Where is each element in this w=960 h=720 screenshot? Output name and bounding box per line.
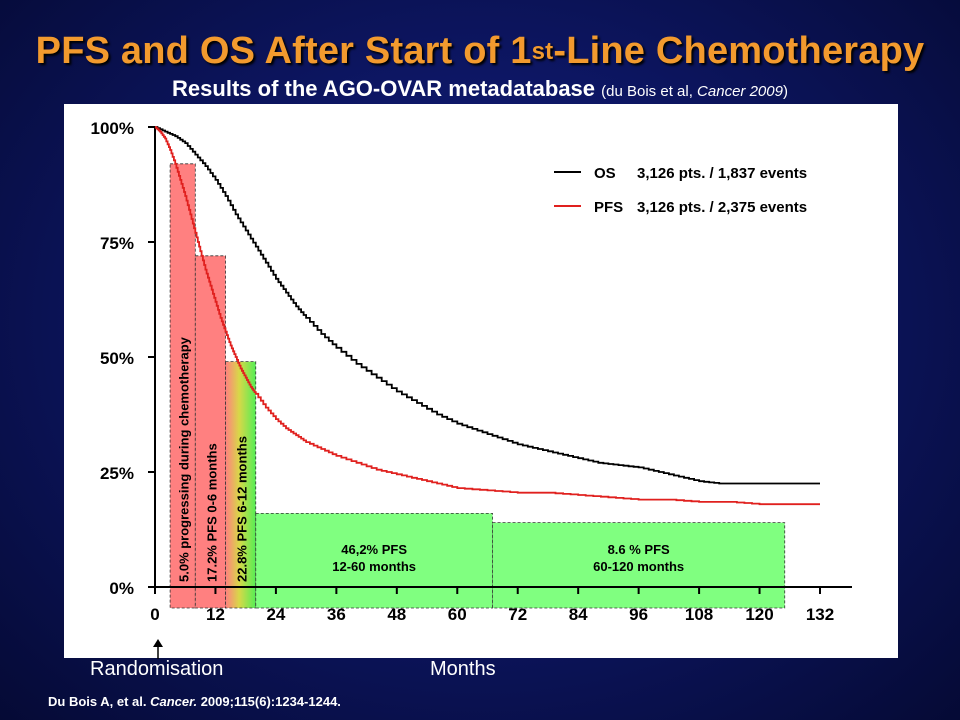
subtitle-ref-pre: (du Bois et al, xyxy=(601,83,698,100)
y-tick-label: 50% xyxy=(100,349,134,368)
annotation-label-4-line-1: 46,2% PFS xyxy=(341,542,407,557)
x-tick-label: 84 xyxy=(569,605,588,624)
annotation-label-4-line-2: 12-60 months xyxy=(332,559,416,574)
title-end-text: -Line Chemotherapy xyxy=(553,30,925,72)
citation: Du Bois A, et al. Cancer. 2009;115(6):12… xyxy=(48,694,341,709)
annotation-box-1 xyxy=(169,163,196,609)
subtitle-reference: (du Bois et al, Cancer 2009) xyxy=(601,83,788,100)
x-tick-label: 48 xyxy=(387,605,406,624)
annotation-label-5-line-2: 60-120 months xyxy=(593,559,684,574)
title-main-text: PFS and OS After Start of 1 xyxy=(35,30,532,72)
y-tick-label: 0% xyxy=(109,579,134,598)
os-curve xyxy=(155,126,820,485)
y-tick-label: 25% xyxy=(100,464,134,483)
x-tick-label: 120 xyxy=(745,605,773,624)
subtitle-ref-journal: Cancer 2009 xyxy=(697,83,783,100)
annotation-boxes xyxy=(169,163,786,609)
x-tick-label: 72 xyxy=(508,605,527,624)
annotation-box-3 xyxy=(225,361,257,609)
randomisation-arrow-icon xyxy=(153,639,163,659)
annotation-label-2: 17.2% PFS 0-6 months xyxy=(204,443,219,582)
chart-panel: 0% 25% 50% 75% 100% 0 12 24 36 48 60 72 84 96 108 120 13… xyxy=(64,104,898,658)
subtitle-ref-post: ) xyxy=(782,83,788,100)
subtitle-main-text: Results of the AGO-OVAR metadatabase xyxy=(172,76,596,101)
x-axis-title: Months xyxy=(430,658,496,680)
survival-curves xyxy=(155,126,820,506)
annotation-labels: 5.0% progressing during chemotherapy 17.2… xyxy=(177,336,684,582)
km-chart: 0% 25% 50% 75% 100% 0 12 24 36 48 60 72 84 96 108 120 13… xyxy=(91,119,852,624)
x-tick-label: 24 xyxy=(266,605,285,624)
x-tick-label: 36 xyxy=(327,605,346,624)
pfs-curve xyxy=(155,126,820,506)
page-title: PFS and OS After Start of 1st-Line Chemo… xyxy=(0,30,960,73)
x-tick-label: 0 xyxy=(150,605,159,624)
axes: 0% 25% 50% 75% 100% 0 12 24 36 48 60 72 84 96 108 120 13… xyxy=(91,119,852,624)
annotation-label-5-line-1: 8.6 % PFS xyxy=(608,542,670,557)
legend-name-pfs: PFS xyxy=(594,199,623,216)
annotation-box-4 xyxy=(255,512,493,609)
x-tick-label: 96 xyxy=(629,605,648,624)
x-tick-label: 108 xyxy=(685,605,713,624)
y-tick-label: 75% xyxy=(100,234,134,253)
y-tick-label: 100% xyxy=(91,119,134,138)
citation-journal: Cancer. xyxy=(150,694,198,709)
randomisation-label: Randomisation xyxy=(90,658,224,680)
legend-text-os: 3,126 pts. / 1,837 events xyxy=(637,165,807,182)
subtitle: Results of the AGO-OVAR metadatabase (du… xyxy=(0,76,960,102)
citation-pre: Du Bois A, et al. xyxy=(48,694,151,709)
x-tick-label: 132 xyxy=(806,605,834,624)
legend-name-os: OS xyxy=(594,165,616,182)
legend-text-pfs: 3,126 pts. / 2,375 events xyxy=(637,199,807,216)
citation-post: 2009;115(6):1234-1244. xyxy=(197,694,341,709)
title-superscript: st xyxy=(531,38,554,65)
legend: OS 3,126 pts. / 1,837 events PFS 3,126 pts.… xyxy=(554,165,807,216)
x-tick-label: 60 xyxy=(448,605,467,624)
x-tick-label: 12 xyxy=(206,605,225,624)
annotation-label-1: 5.0% progressing during chemotherapy xyxy=(177,336,192,582)
annotation-label-3: 22.8% PFS 6-12 months xyxy=(235,436,250,582)
